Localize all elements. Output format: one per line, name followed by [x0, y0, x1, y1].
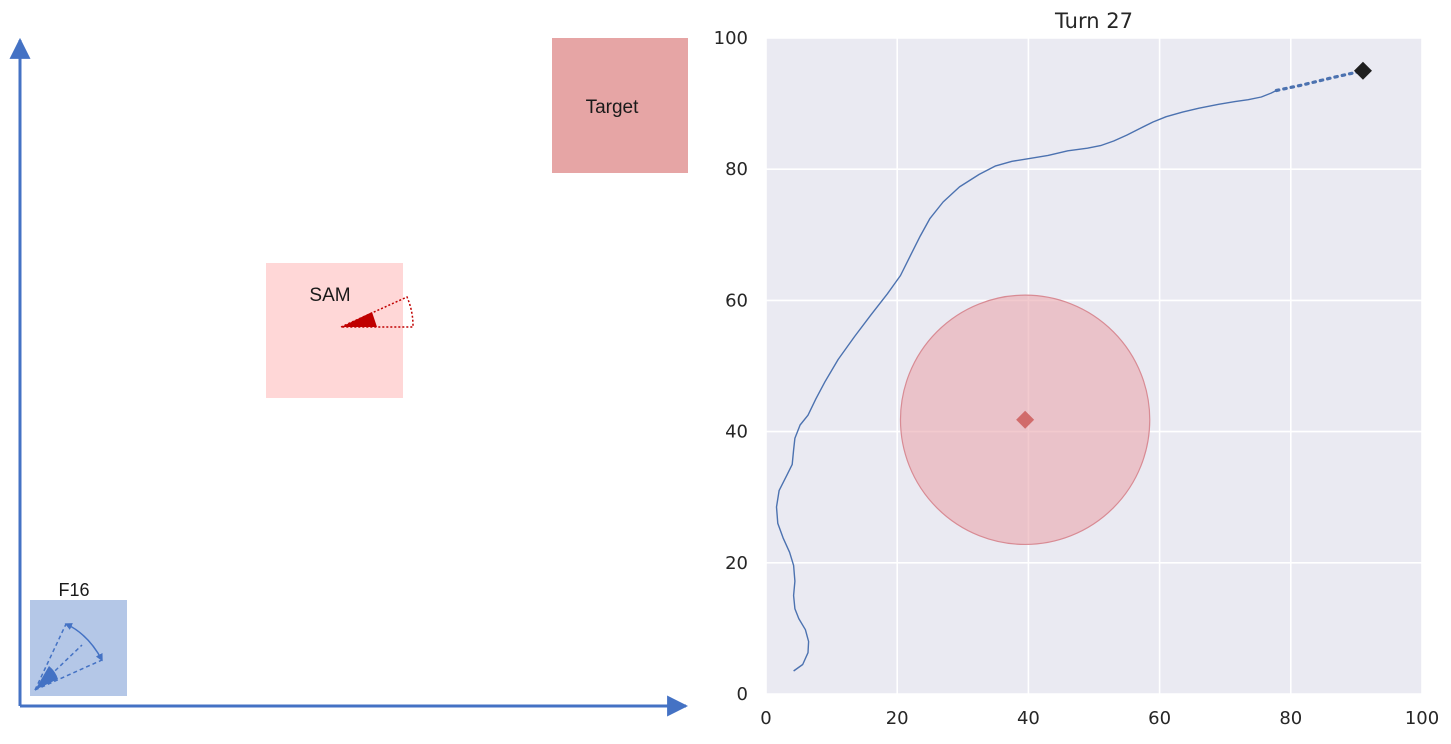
y-tick-label: 80 [725, 159, 748, 180]
x-tick-labels: 0 20 40 60 80 100 [760, 708, 1439, 729]
x-tick-label: 0 [760, 708, 771, 729]
y-tick-label: 20 [725, 553, 748, 574]
chart-title: Turn 27 [1054, 9, 1133, 33]
y-tick-labels: 0 20 40 60 80 100 [714, 28, 748, 705]
y-tick-label: 0 [737, 684, 748, 705]
sam-radar-sector-icon [340, 296, 414, 328]
trajectory-layer [775, 69, 1365, 672]
y-tick-label: 100 [714, 28, 748, 49]
sam-label: SAM [309, 285, 350, 306]
x-tick-label: 100 [1405, 708, 1439, 729]
x-tick-label: 20 [886, 708, 909, 729]
x-tick-label: 60 [1148, 708, 1171, 729]
target-label: Target [586, 97, 640, 118]
x-tick-label: 40 [1017, 708, 1040, 729]
y-tick-label: 60 [725, 290, 748, 311]
trajectory-chart: 0 20 40 60 80 100 0 20 40 60 80 100 Turn 27 [714, 9, 1440, 729]
f16-label: F16 [58, 580, 89, 600]
planned-path-line [1274, 69, 1365, 93]
marker-layer [1016, 61, 1372, 429]
scenario-panel: Target SAM F16 [9, 37, 689, 717]
target-zone [552, 38, 688, 173]
f16-sensor-sweep-icon [34, 623, 103, 691]
flight-path-line [775, 89, 1277, 672]
aircraft-marker [1353, 61, 1372, 80]
sam-zone [266, 263, 403, 398]
y-tick-label: 40 [725, 422, 748, 443]
x-tick-label: 80 [1279, 708, 1302, 729]
sam-marker [1016, 410, 1035, 429]
